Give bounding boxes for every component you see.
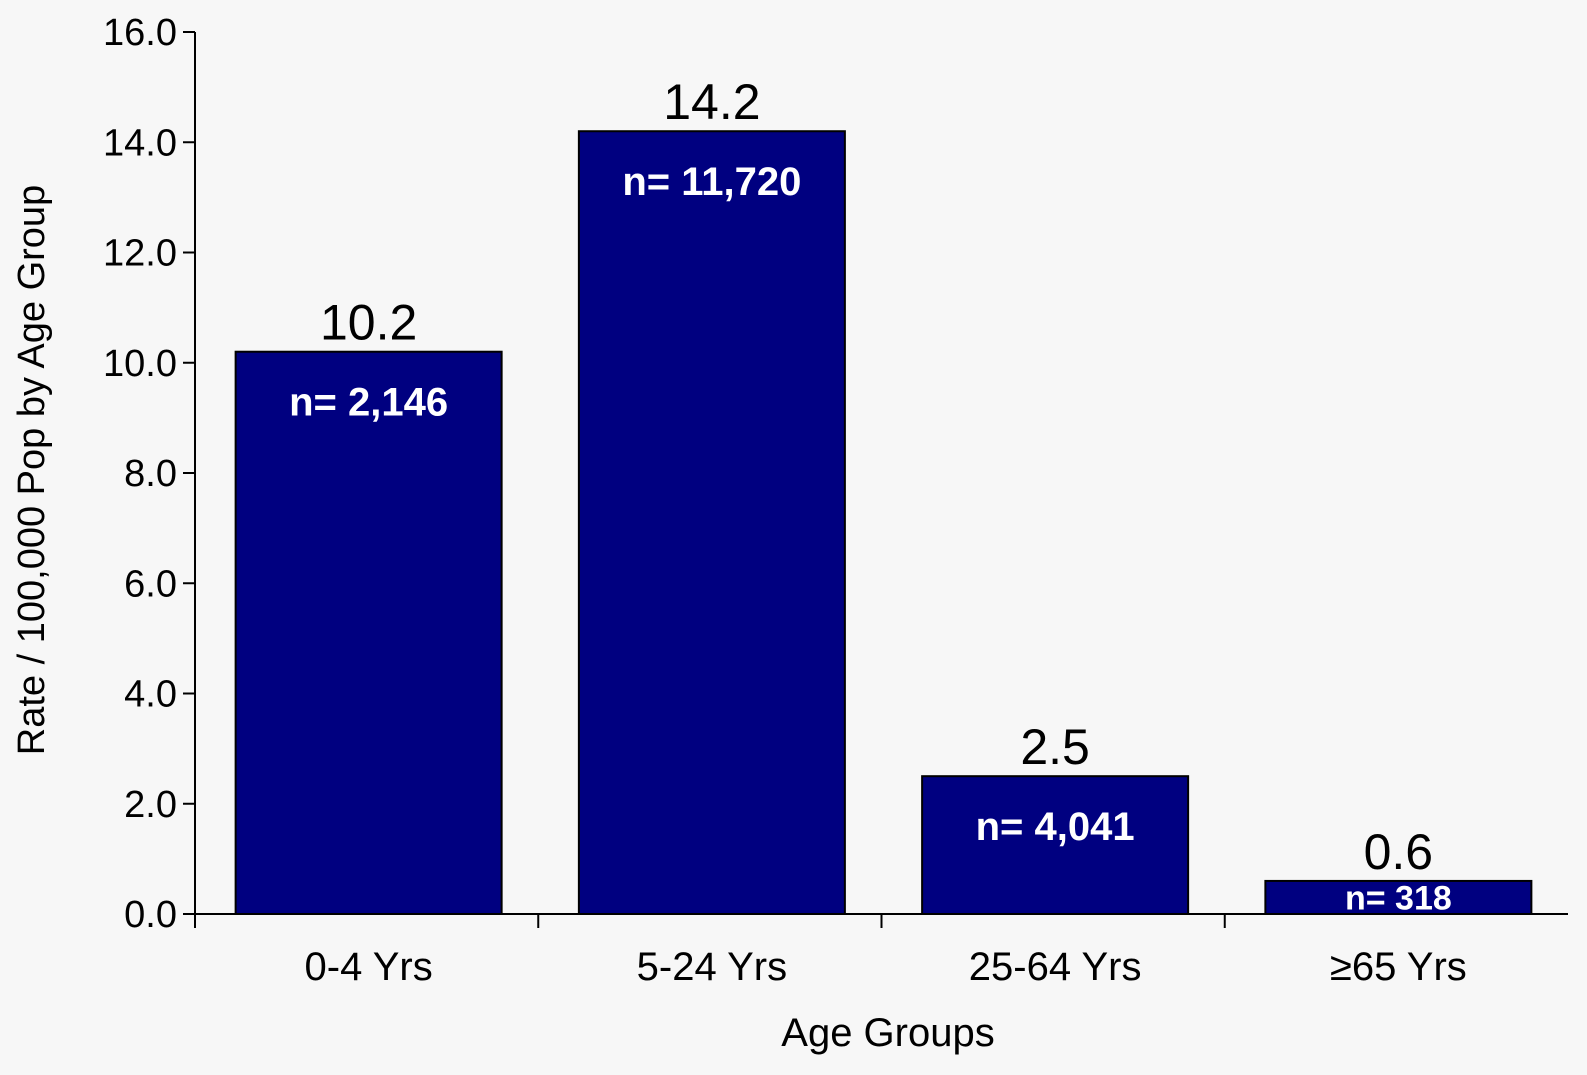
bar — [577, 130, 846, 916]
y-axis: 0.0 2.0 4.0 6.0 8.0 10.0 12.0 14.0 16.0 — [103, 12, 196, 936]
x-axis-title: Age Groups — [781, 1011, 994, 1055]
y-tick-label: 14.0 — [103, 122, 177, 164]
bar-value-label: 10.2 — [320, 295, 417, 351]
y-axis-title: Rate / 100,000 Pop by Age Group — [11, 185, 53, 755]
bar-value-label: 14.2 — [663, 74, 760, 130]
bar — [921, 775, 1190, 915]
bar-count-label: n= 318 — [1345, 879, 1452, 917]
x-tick-label: 5-24 Yrs — [637, 945, 787, 989]
x-tick-label: 0-4 Yrs — [305, 945, 433, 989]
bar — [234, 350, 503, 916]
y-tick-label: 6.0 — [124, 563, 177, 605]
y-tick-label: 0.0 — [124, 894, 177, 936]
bar-count-label: n= 4,041 — [976, 805, 1135, 849]
bars: 10.2 n= 2,146 14.2 n= 11,720 2.5 n= 4,041 0.6n… — [234, 74, 1533, 917]
y-tick-label: 4.0 — [124, 674, 177, 716]
bar-value-label: 0.6 — [1364, 824, 1434, 880]
bar-value-label: 2.5 — [1020, 719, 1090, 775]
x-tick-label: ≥65 Yrs — [1330, 945, 1467, 989]
y-tick-label: 16.0 — [103, 12, 177, 54]
y-tick-label: 8.0 — [124, 453, 177, 495]
y-tick-label: 10.0 — [103, 343, 177, 385]
y-tick-label: 12.0 — [103, 233, 177, 275]
x-tick-label: 25-64 Yrs — [969, 945, 1142, 989]
bar-count-label: n= 2,146 — [289, 381, 448, 425]
y-tick-label: 2.0 — [124, 784, 177, 826]
x-axis: 0-4 Yrs 5-24 Yrs 25-64 Yrs ≥65 Yrs — [194, 913, 1568, 989]
bar-count-label: n= 11,720 — [622, 160, 801, 204]
bar — [1264, 879, 1533, 915]
